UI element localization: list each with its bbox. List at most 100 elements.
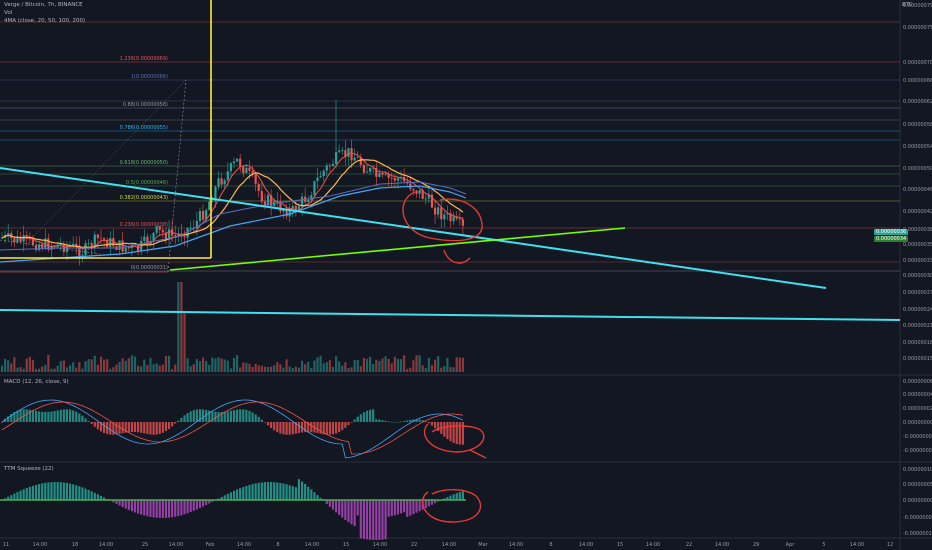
volume-bar <box>409 367 412 372</box>
volume-bar <box>430 365 434 372</box>
candle-body <box>65 245 69 252</box>
ttm-histogram-bar <box>205 500 208 506</box>
volume-bar <box>443 366 446 372</box>
candle-body <box>263 201 267 206</box>
candle-body <box>47 238 50 250</box>
time-tick-label: 12 <box>887 542 893 548</box>
ttm-tick-label: 0.00000010 <box>903 467 932 473</box>
volume-bar <box>461 357 464 372</box>
ttm-histogram-bar <box>285 484 288 500</box>
ma-legend: 4MA (close, 20, 50, 100, 200) <box>4 18 86 24</box>
macd-histogram-bar <box>211 411 214 422</box>
volume-bar <box>344 362 347 372</box>
candle-body <box>393 178 396 181</box>
macd-histogram-bar <box>143 422 146 434</box>
macd-histogram-bar <box>443 422 446 437</box>
ttm-histogram-bar <box>406 500 409 517</box>
candle-body <box>415 190 418 194</box>
macd-histogram-bar <box>38 411 41 422</box>
price-tick-label: 0.00000021 <box>903 323 932 329</box>
time-tick-label: 14:00 <box>237 542 251 548</box>
fib-label: 0.382(0.00000043) <box>120 195 168 201</box>
ttm-histogram-bar <box>152 500 155 518</box>
volume-bar <box>356 359 359 372</box>
time-tick-label: 15 <box>617 542 623 548</box>
macd-histogram-bar <box>415 419 418 422</box>
macd-histogram-bar <box>242 409 245 422</box>
macd-histogram-bar <box>0 422 4 423</box>
ttm-histogram-bar <box>41 483 44 500</box>
volume-bar <box>276 362 279 372</box>
volume-bar <box>328 360 331 372</box>
volume-bar <box>369 356 372 372</box>
ttm-histogram-bar <box>121 500 124 508</box>
macd-histogram-bar <box>282 422 285 435</box>
ttm-histogram-bar <box>427 500 430 507</box>
candle-body <box>347 148 350 157</box>
volume-bar <box>406 368 409 372</box>
macd-histogram-bar <box>300 422 304 433</box>
macd-histogram-bar <box>34 410 38 422</box>
time-tick-label: 15 <box>343 542 349 548</box>
macd-histogram-bar <box>186 413 189 422</box>
candle-body <box>239 158 242 167</box>
time-tick-label: 14:00 <box>33 542 47 548</box>
price-tick-label: 0.00000027 <box>903 290 932 296</box>
volume-bar <box>211 357 214 372</box>
ttm-histogram-bar <box>22 489 25 500</box>
macd-histogram-bar <box>56 410 59 422</box>
fib-label: 0.88(0.00000058) <box>123 102 168 108</box>
candle-body <box>158 226 161 230</box>
time-tick-label: 5 <box>822 542 825 548</box>
volume-bar <box>310 367 313 372</box>
macd-histogram-bar <box>344 422 347 428</box>
macd-histogram-bar <box>90 422 93 425</box>
candle-body <box>208 201 211 211</box>
volume-bar <box>7 360 10 372</box>
ttm-histogram-bar <box>300 481 304 500</box>
ttm-histogram-bar <box>313 492 316 500</box>
macd-histogram-bar <box>25 409 28 422</box>
macd-histogram-bar <box>375 419 378 422</box>
volume-bar <box>177 282 180 372</box>
macd-tick-label: 0.00000006 <box>903 379 932 385</box>
ttm-histogram-bar <box>38 484 41 500</box>
macd-histogram-bar <box>449 422 452 442</box>
macd-histogram-bar <box>245 409 248 422</box>
ttm-histogram-bar <box>124 500 127 509</box>
time-tick-label: Apr <box>786 542 796 548</box>
ttm-histogram-bar <box>164 500 168 518</box>
macd-histogram-bar <box>322 422 325 435</box>
macd-histogram-bar <box>161 422 164 433</box>
ttm-histogram-bar <box>331 500 335 510</box>
volume-bar <box>205 361 208 372</box>
ttm-histogram-bar <box>257 482 260 500</box>
macd-histogram-bar <box>239 409 242 422</box>
ttm-histogram-bar <box>378 500 381 540</box>
candle-body <box>84 243 87 256</box>
annotation-circle <box>423 423 487 459</box>
volume-bar <box>78 362 81 372</box>
volume-bar <box>375 359 378 372</box>
candle-body <box>164 232 168 240</box>
candle-body <box>356 157 359 159</box>
macd-histogram-bar <box>316 422 319 434</box>
ttm-histogram-bar <box>177 500 180 517</box>
ttm-histogram-bar <box>34 484 38 500</box>
macd-histogram-bar <box>418 419 421 422</box>
support-trend-line <box>169 227 626 271</box>
ttm-histogram-bar <box>307 486 310 500</box>
macd-histogram-bar <box>137 422 140 433</box>
ttm-histogram-bar <box>304 484 307 500</box>
macd-histogram-bar <box>390 421 393 423</box>
volume-bar <box>279 364 282 372</box>
candle-body <box>25 235 28 237</box>
volume-bar <box>365 359 369 372</box>
ttm-histogram-bar <box>291 486 294 500</box>
candle-body <box>322 170 325 177</box>
ttm-histogram-bar <box>192 500 195 511</box>
volume-legend: Vol <box>4 10 13 16</box>
macd-histogram-bar <box>13 412 16 422</box>
ttm-histogram-bar <box>143 500 146 516</box>
